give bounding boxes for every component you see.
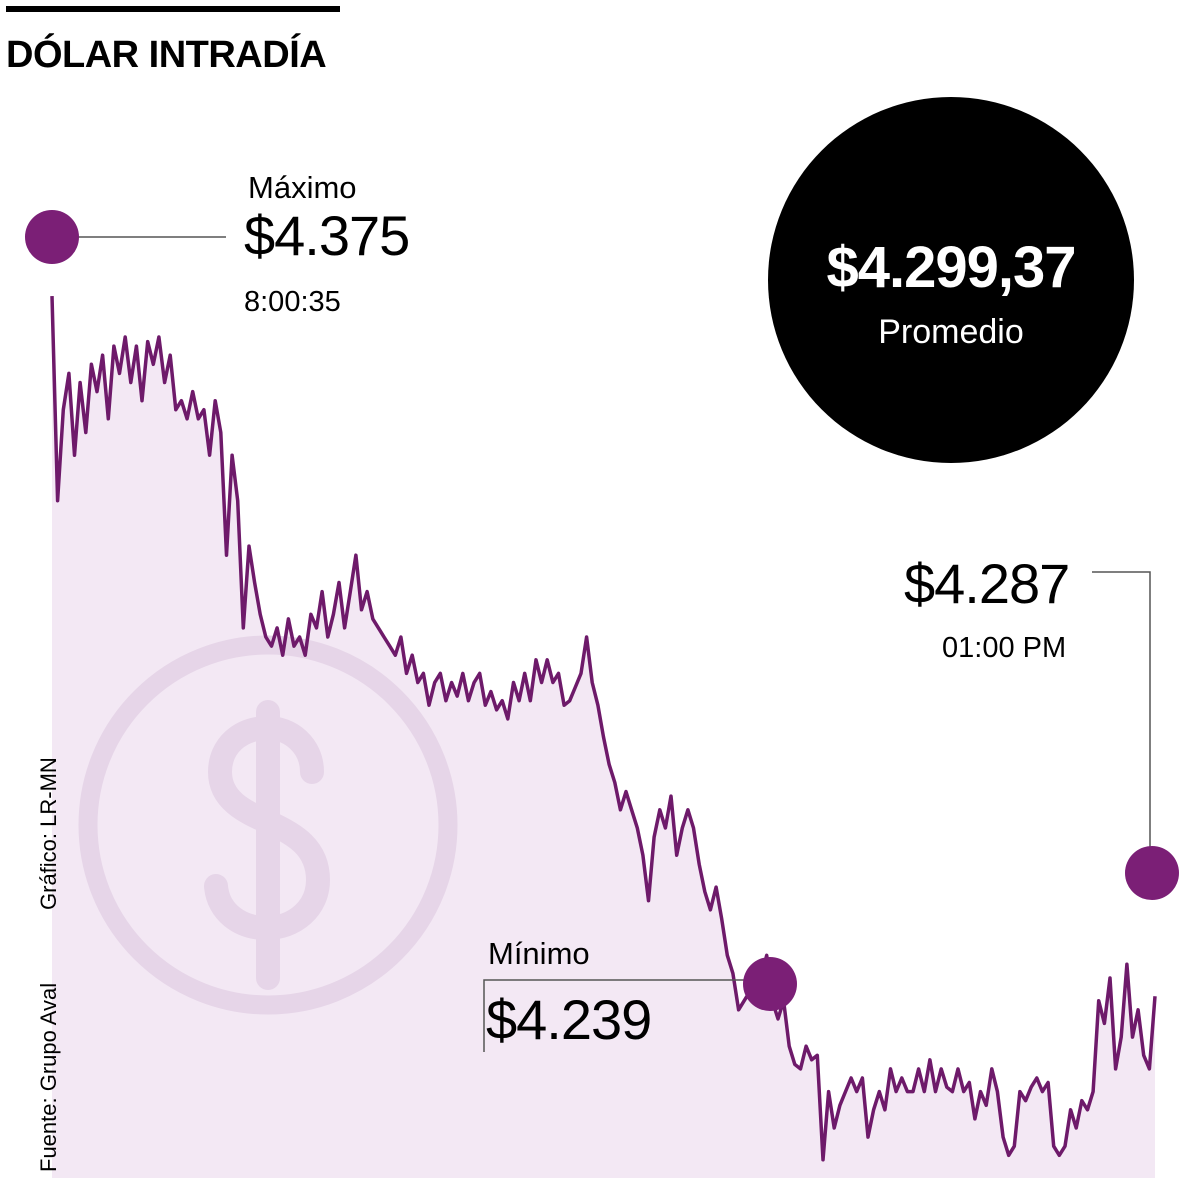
min-leader-line <box>483 979 745 1052</box>
graphic-credit: Gráfico: LR-MN <box>36 757 61 910</box>
title-rule <box>6 6 340 12</box>
average-value: $4.299,37 <box>826 235 1076 300</box>
min-point-marker <box>743 957 797 1011</box>
average-badge: $4.299,37 Promedio <box>768 97 1134 463</box>
max-point-marker <box>25 210 79 264</box>
source-note: Fuente: Grupo Aval <box>36 982 61 1172</box>
close-time: 01:00 PM <box>942 632 1067 664</box>
max-value: $4.375 <box>244 204 410 267</box>
max-time: 8:00:35 <box>244 286 341 318</box>
coin-ring <box>78 635 458 1015</box>
max-label: Máximo <box>248 170 357 205</box>
dollar-coin-icon <box>78 635 458 1015</box>
average-label: Promedio <box>878 313 1024 351</box>
close-value: $4.287 <box>904 552 1070 615</box>
min-label: Mínimo <box>488 936 590 971</box>
min-value: $4.239 <box>486 988 652 1051</box>
close-leader-line <box>1092 571 1151 852</box>
close-point-marker <box>1125 846 1179 900</box>
series-line <box>50 296 1157 1162</box>
chart-title: DÓLAR INTRADÍA <box>6 34 327 76</box>
